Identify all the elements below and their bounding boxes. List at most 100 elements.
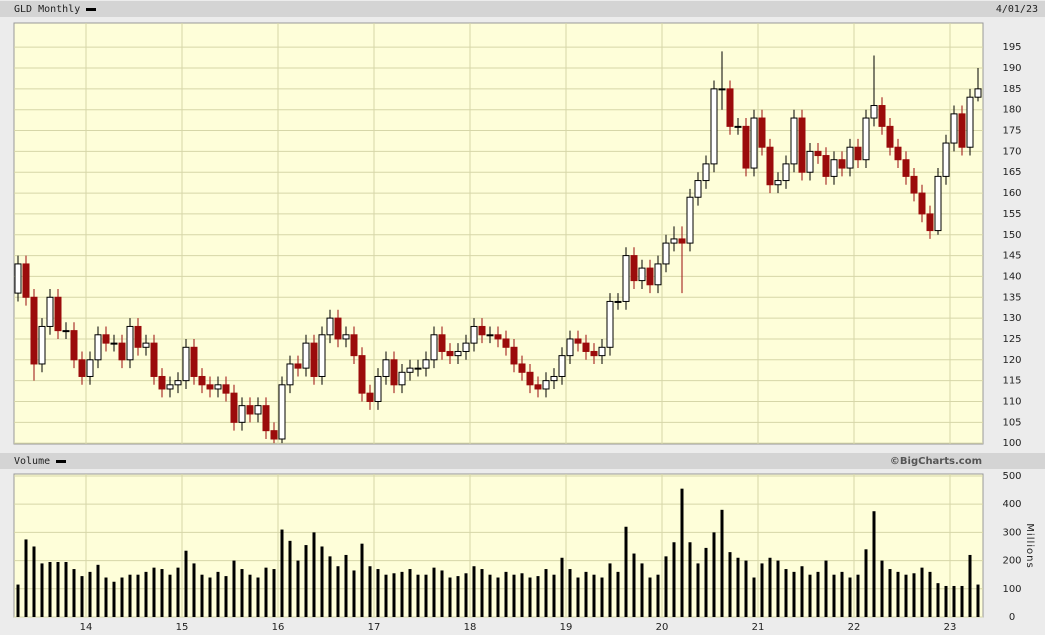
candle-body bbox=[902, 159, 910, 177]
candle-body bbox=[822, 155, 830, 177]
volume-bar bbox=[760, 563, 764, 617]
volume-bar bbox=[880, 560, 884, 617]
volume-bar bbox=[96, 564, 100, 617]
candle-body bbox=[566, 338, 574, 357]
volume-bar bbox=[152, 567, 156, 617]
candle-body bbox=[350, 334, 358, 357]
x-tick-label: 22 bbox=[848, 622, 861, 633]
candle-body bbox=[254, 405, 262, 415]
candle-body bbox=[342, 334, 350, 340]
volume-bar bbox=[392, 573, 396, 617]
volume-bar bbox=[64, 562, 68, 617]
candle-body bbox=[750, 117, 758, 169]
candle-body bbox=[654, 263, 662, 286]
volume-bar bbox=[664, 556, 668, 617]
volume-bar bbox=[872, 511, 876, 617]
volume-bar bbox=[216, 571, 220, 617]
candle-body bbox=[542, 380, 550, 390]
volume-bar bbox=[520, 573, 524, 617]
candle-body bbox=[582, 342, 590, 352]
candle-body bbox=[590, 350, 598, 357]
volume-bar bbox=[200, 574, 204, 617]
candle-body bbox=[486, 334, 494, 337]
candle-body bbox=[62, 330, 70, 333]
candle-body bbox=[294, 363, 302, 369]
volume-bar bbox=[816, 571, 820, 617]
candle-body bbox=[758, 117, 766, 148]
volume-bar bbox=[488, 574, 492, 617]
x-tick-label: 20 bbox=[656, 622, 669, 633]
candle-body bbox=[174, 380, 182, 386]
candle-body bbox=[142, 342, 150, 348]
candle-body bbox=[46, 296, 54, 327]
candle-body bbox=[894, 146, 902, 161]
volume-bar bbox=[856, 574, 860, 617]
y-tick-label: 500 bbox=[1002, 471, 1021, 482]
candle-body bbox=[958, 113, 966, 148]
volume-bar bbox=[640, 563, 644, 617]
candle-body bbox=[878, 105, 886, 127]
candle-body bbox=[270, 430, 278, 440]
candle-body bbox=[950, 113, 958, 144]
volume-bar bbox=[424, 574, 428, 617]
candle-body bbox=[318, 334, 326, 377]
candle-body bbox=[214, 384, 222, 390]
candle-body bbox=[406, 367, 414, 373]
volume-bar bbox=[272, 569, 276, 617]
candle-body bbox=[718, 88, 726, 91]
y-tick-label: 185 bbox=[1002, 84, 1021, 95]
volume-bar bbox=[784, 569, 788, 617]
volume-bar bbox=[320, 546, 324, 617]
volume-bar bbox=[776, 560, 780, 617]
candle-body bbox=[454, 350, 462, 357]
candle-body bbox=[230, 392, 238, 423]
candle-body bbox=[118, 342, 126, 361]
volume-bar bbox=[832, 574, 836, 617]
candle-body bbox=[830, 159, 838, 177]
y-tick-label: 190 bbox=[1002, 63, 1021, 74]
candle-body bbox=[678, 238, 686, 244]
volume-bar bbox=[416, 574, 420, 617]
candle-body bbox=[918, 192, 926, 215]
volume-bar bbox=[888, 569, 892, 617]
volume-bar bbox=[560, 557, 564, 617]
y-tick-label: 140 bbox=[1002, 271, 1021, 282]
volume-bar bbox=[48, 562, 52, 617]
candle-body bbox=[734, 125, 742, 128]
volume-bar bbox=[176, 567, 180, 617]
volume-bar bbox=[680, 488, 684, 617]
volume-bar bbox=[136, 574, 140, 617]
volume-bar bbox=[536, 576, 540, 617]
volume-bar bbox=[232, 560, 236, 617]
volume-bar bbox=[408, 569, 412, 617]
candle-body bbox=[846, 146, 854, 169]
y-tick-label: 125 bbox=[1002, 334, 1021, 345]
volume-bar bbox=[208, 577, 212, 617]
candle-body bbox=[462, 342, 470, 352]
candle-body bbox=[798, 117, 806, 173]
candle-body bbox=[326, 317, 334, 336]
candle-body bbox=[526, 371, 534, 386]
volume-bar bbox=[528, 577, 532, 617]
candle-body bbox=[782, 163, 790, 182]
candle-body bbox=[246, 405, 254, 415]
volume-bar bbox=[432, 567, 436, 617]
volume-bar bbox=[592, 574, 596, 617]
volume-bar bbox=[688, 542, 692, 617]
volume-bar bbox=[928, 571, 932, 617]
y-tick-label: 145 bbox=[1002, 251, 1021, 262]
volume-bar bbox=[440, 570, 444, 617]
volume-bar bbox=[448, 577, 452, 617]
candle-body bbox=[158, 375, 166, 390]
candle-body bbox=[438, 334, 446, 352]
volume-bar bbox=[40, 563, 44, 617]
candle-body bbox=[398, 371, 406, 386]
volume-bar bbox=[568, 569, 572, 617]
volume-bar bbox=[616, 571, 620, 617]
candle-body bbox=[334, 317, 342, 340]
candle-body bbox=[806, 150, 814, 173]
volume-bar bbox=[144, 571, 148, 617]
price-panel bbox=[13, 22, 984, 445]
candle-body bbox=[94, 334, 102, 361]
candle-body bbox=[534, 384, 542, 390]
